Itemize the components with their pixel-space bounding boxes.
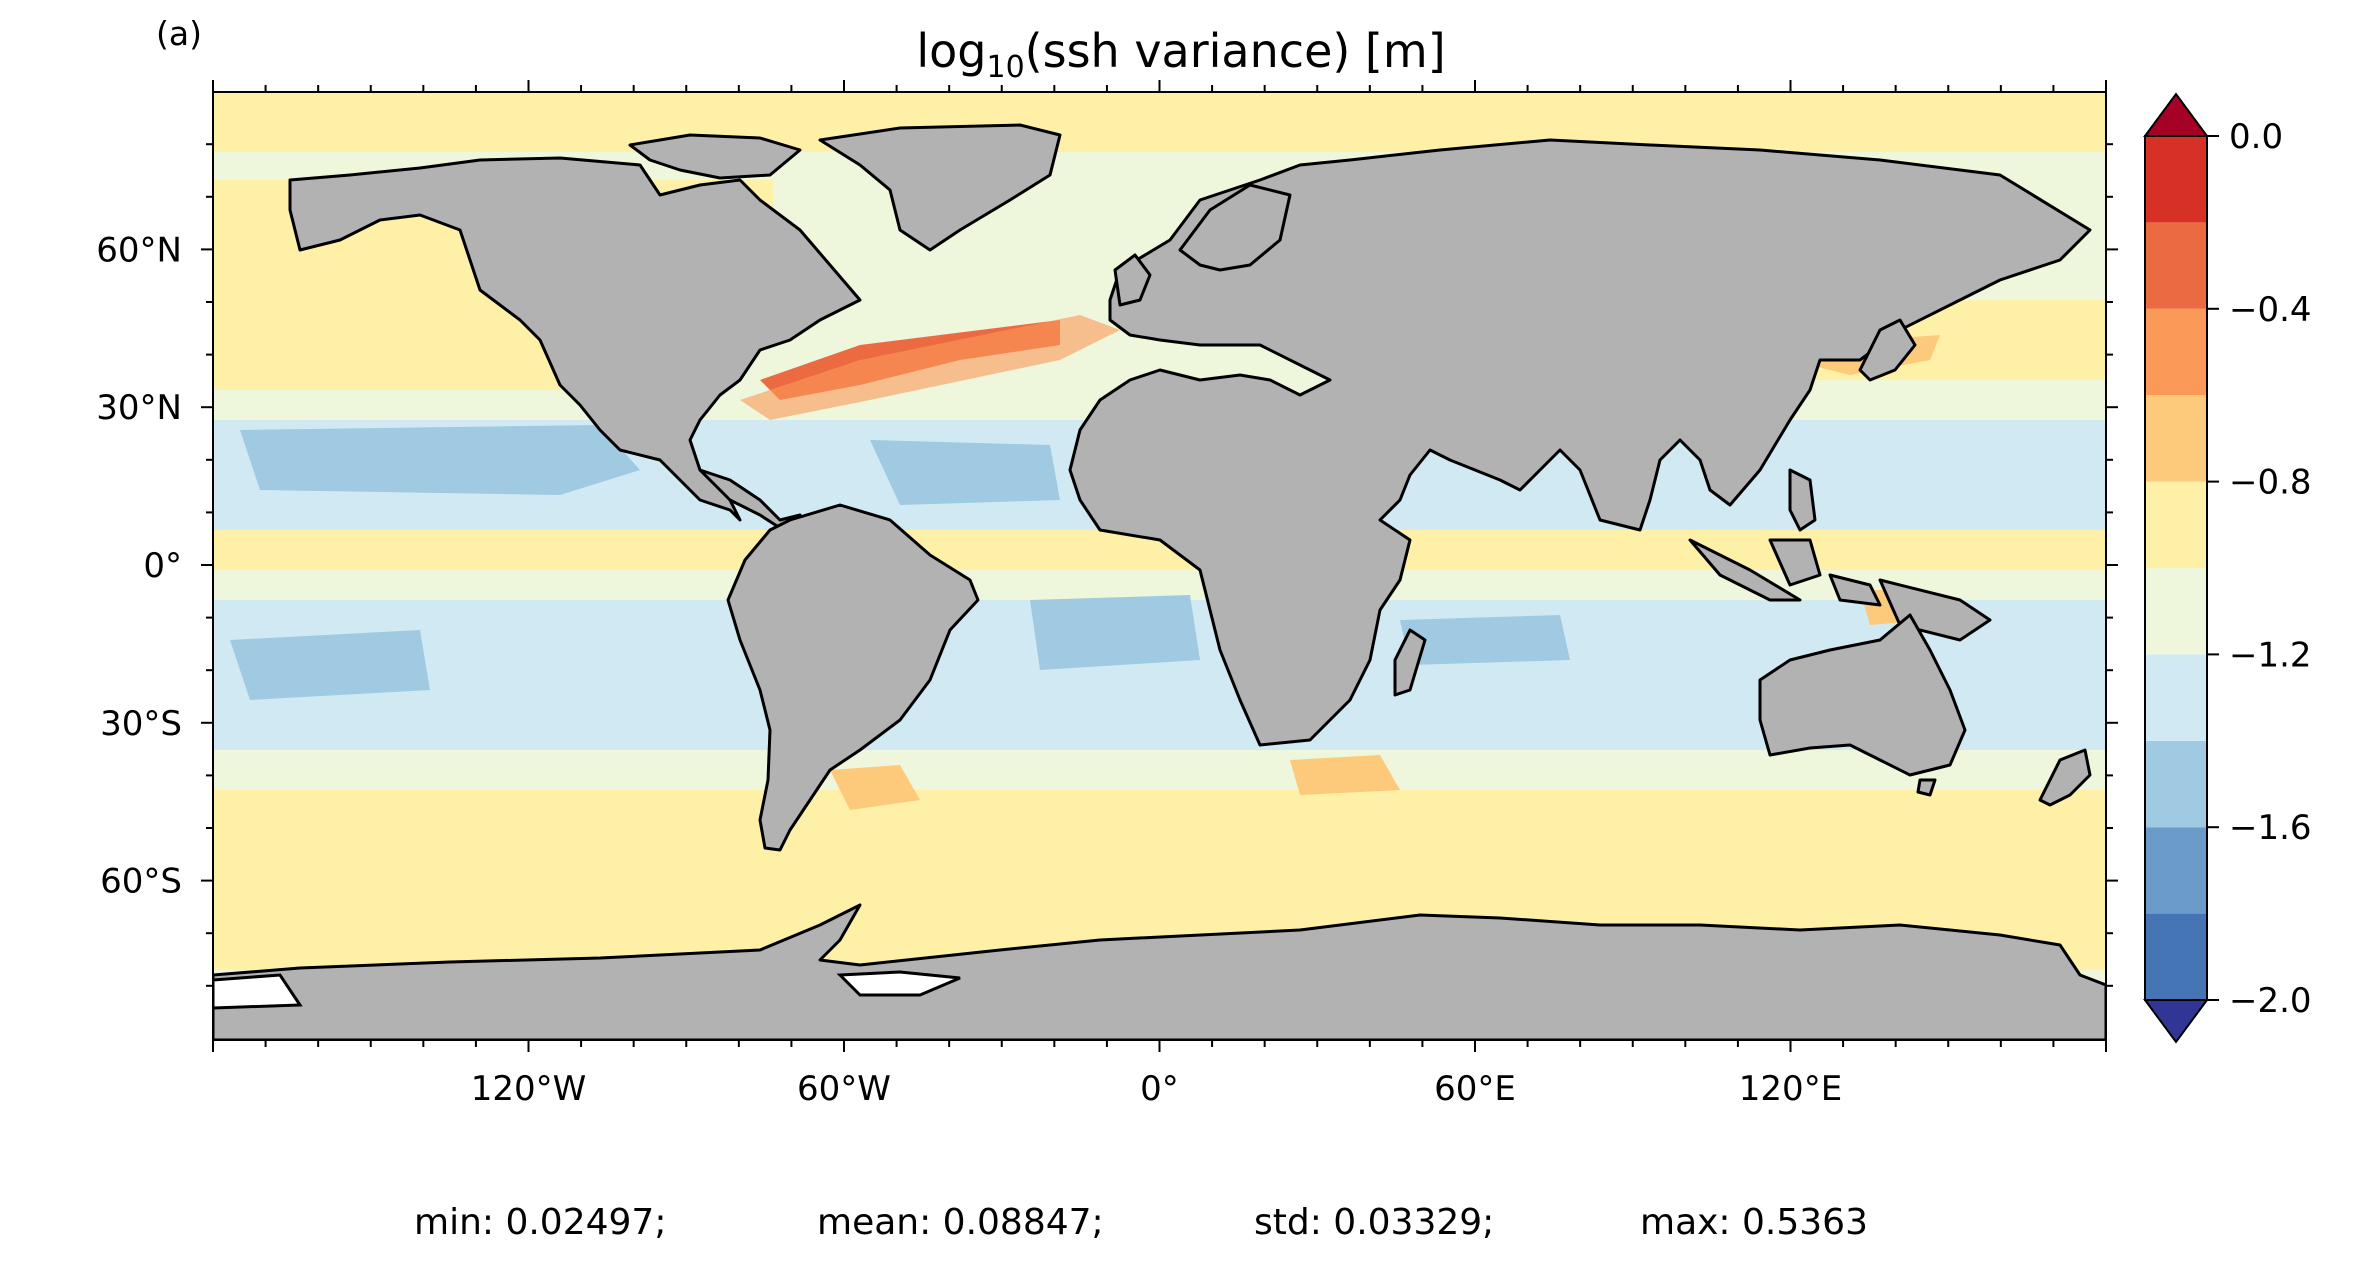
longitude-axis: 120°W 60°W 0° 60°E 120°E: [212, 80, 2107, 1109]
indonesia: [1688, 538, 1992, 642]
panel-label: (a): [156, 14, 202, 53]
colorbar-segment: [2145, 740, 2207, 828]
british-isles: [1113, 253, 1152, 307]
map-title: log10(ssh variance) [m]: [916, 24, 1446, 86]
colorbar-segment: [2145, 308, 2207, 396]
stats-row: min: 0.02497; mean: 0.08847; std: 0.0332…: [0, 1202, 2362, 1243]
stat-std: std: 0.03329;: [1254, 1202, 1495, 1243]
arctic-band: [213, 92, 2106, 152]
lon-tick-label: 120°E: [1739, 1069, 1842, 1109]
gulf-stream-halo: [740, 315, 1120, 420]
colorbar-segment: [2145, 481, 2207, 568]
colorbar-tick-label: −1.6: [2229, 808, 2312, 848]
colorbar: 0.0 −0.4 −0.8 −1.2 −1.6 −2.0: [2143, 92, 2312, 1044]
lat-tick-label: 60°S: [100, 862, 182, 902]
colorbar-tick-label: 0.0: [2229, 117, 2283, 157]
deep-blue-patch-indian: [1400, 615, 1570, 665]
deep-blue-patch-atlantic-s: [1030, 595, 1200, 670]
lon-tick-label: 120°W: [471, 1069, 587, 1109]
colorbar-segment: [2145, 568, 2207, 655]
lat-tick-label: 0°: [143, 546, 182, 586]
lat-tick-label: 30°N: [96, 388, 182, 428]
colorbar-outline: [2144, 135, 2208, 1001]
madagascar: [1393, 628, 1427, 697]
deep-blue-patch-pacific-n: [240, 425, 640, 495]
japan: [1858, 318, 1917, 382]
ice-shelves: [213, 970, 961, 1010]
lat-tick-label: 30°S: [100, 704, 182, 744]
lon-tick-label: 60°W: [797, 1069, 891, 1109]
lon-tick-label: 0°: [1140, 1069, 1179, 1109]
colorbar-segment: [2145, 136, 2207, 223]
stat-max: max: 0.5363: [1640, 1202, 1868, 1243]
greenland: [818, 123, 1062, 252]
stat-min: min: 0.02497;: [414, 1202, 667, 1243]
ross-ice-shelf: [213, 973, 303, 1010]
deep-blue-patch-atlantic-n: [870, 440, 1060, 505]
deep-blue-patch-pacific-s: [230, 630, 430, 700]
colorbar-segment: [2145, 913, 2207, 1000]
colorbar-over-triangle: [2143, 92, 2209, 137]
colorbar-under-triangle: [2143, 999, 2209, 1044]
scandinavia: [1178, 183, 1292, 272]
canadian-archipelago: [628, 133, 802, 180]
africa-eurasia: [1068, 138, 2092, 747]
colorbar-tick-label: −2.0: [2229, 981, 2312, 1021]
colorbar-tick-label: −0.8: [2229, 463, 2312, 503]
land-masses: [213, 123, 2106, 1040]
antarctica: [213, 903, 2106, 1040]
colorbar-segment: [2145, 222, 2207, 309]
tasmania: [1916, 778, 1937, 797]
colorbar-segment: [2145, 654, 2207, 741]
colorbar-tick-label: −0.4: [2229, 290, 2312, 330]
australia: [1758, 613, 1967, 777]
stat-mean: mean: 0.08847;: [817, 1202, 1104, 1243]
philippines: [1788, 468, 1817, 532]
latitude-axis: 60°N 30°N 0° 30°S 60°S: [96, 143, 2118, 987]
map-area: [213, 92, 2106, 1040]
lat-tick-label: 60°N: [96, 230, 182, 270]
agulhas-high: [1290, 755, 1400, 795]
south-america: [726, 503, 980, 852]
colorbar-segment: [2145, 827, 2207, 914]
colorbar-segment: [2145, 395, 2207, 482]
weddell-ice-shelf: [836, 970, 961, 997]
new-zealand: [2038, 748, 2092, 807]
lon-tick-label: 60°E: [1434, 1069, 1516, 1109]
brazil-malvinas-high: [830, 765, 920, 810]
colorbar-tick-label: −1.2: [2229, 635, 2312, 675]
